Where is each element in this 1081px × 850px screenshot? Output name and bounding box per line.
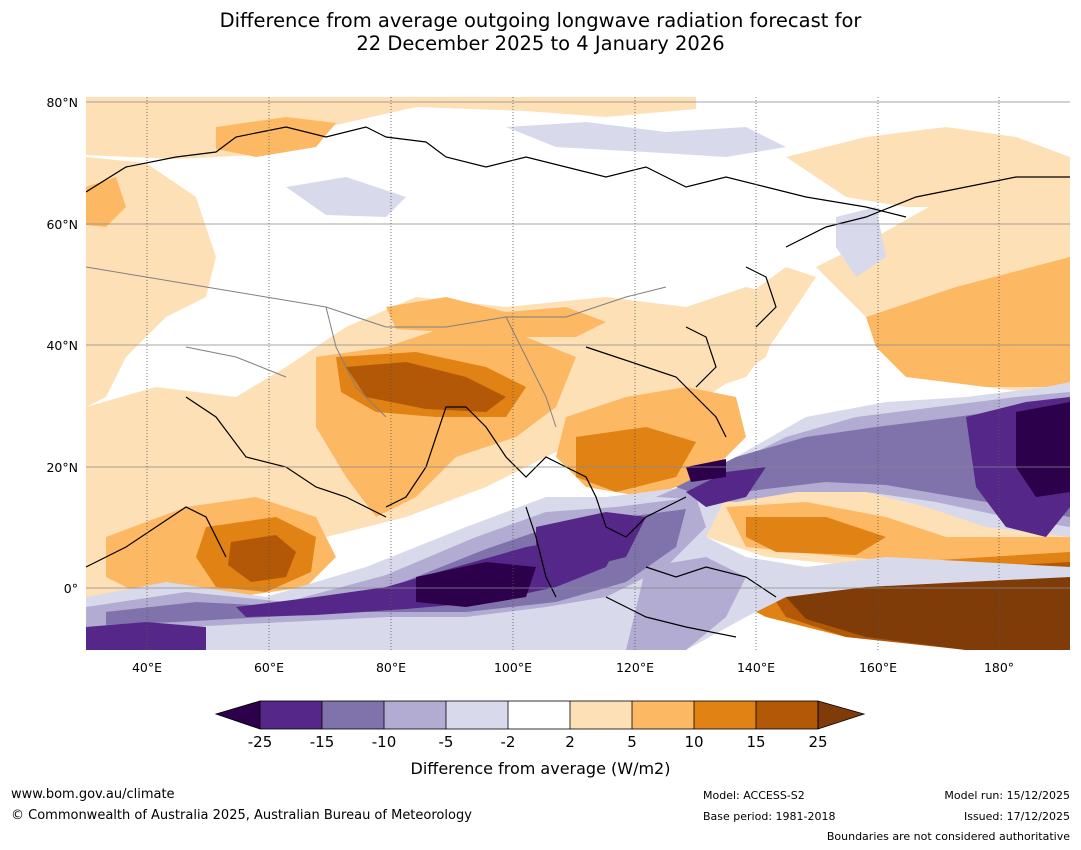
copyright-notice: © Commonwealth of Australia 2025, Austra… (11, 808, 472, 823)
colorbar-bin-neg5-neg2 (446, 701, 508, 729)
lat-label-40n: 40°N (46, 338, 78, 353)
title-line-1: Difference from average outgoing longwav… (219, 9, 862, 32)
graticule (86, 97, 1070, 650)
colorbar-tick: -25 (247, 733, 273, 751)
lat-label-20n: 20°N (46, 460, 78, 475)
colorbar-tick: -10 (371, 733, 397, 751)
lon-label-80e: 80°E (375, 660, 407, 675)
base-period: Base period: 1981-2018 (703, 810, 836, 823)
colorbar-bin-pos2-pos5 (570, 701, 632, 729)
lon-label-100e: 100°E (493, 660, 532, 675)
colorbar-bin-neg10-neg5 (384, 701, 446, 729)
website-link[interactable]: www.bom.gov.au/climate (11, 787, 175, 802)
colorbar-tick: 10 (684, 733, 704, 751)
lat-label-80n: 80°N (46, 95, 78, 110)
lon-label-160e: 160°E (858, 660, 897, 675)
model-run-date: Model run: 15/12/2025 (944, 789, 1070, 802)
title-line-2: 22 December 2025 to 4 January 2026 (356, 32, 725, 55)
colorbar-dividers (259, 700, 819, 730)
colorbar-label: Difference from average (W/m2) (410, 759, 671, 778)
lat-label-60n: 60°N (46, 217, 78, 232)
lon-label-40e: 40°E (131, 660, 163, 675)
colorbar-extend-min (214, 700, 261, 730)
lon-label-120e: 120°E (615, 660, 654, 675)
chart-title: Difference from average outgoing longwav… (0, 9, 1081, 55)
model-name: Model: ACCESS-S2 (703, 789, 805, 802)
lon-label-140e: 140°E (736, 660, 775, 675)
colorbar-tick: 2 (565, 733, 575, 751)
colorbar-tick: 5 (627, 733, 637, 751)
colorbar-tick: 25 (808, 733, 828, 751)
colorbar-tick: -2 (500, 733, 516, 751)
boundaries-disclaimer: Boundaries are not considered authoritat… (826, 830, 1070, 843)
colorbar-bin-pos5-pos10 (632, 701, 694, 729)
colorbar-bin-neg2-pos2 (508, 701, 570, 729)
issued-date: Issued: 17/12/2025 (963, 810, 1070, 823)
colorbar-bin-neg15-neg10 (322, 701, 384, 729)
colorbar-tick: 15 (746, 733, 766, 751)
colorbar-bin-pos15-pos25 (756, 701, 818, 729)
olr-anomaly-map (86, 97, 1070, 650)
colorbar (214, 700, 866, 730)
colorbar-bin-pos10-pos15 (694, 701, 756, 729)
colorbar-extend-max (817, 700, 866, 730)
lat-label-0: 0° (63, 581, 78, 596)
anomaly-negative-extreme (416, 402, 1070, 607)
colorbar-bin-neg25-neg15 (260, 701, 322, 729)
country-borders (86, 266, 667, 428)
colorbar-tick: -5 (438, 733, 454, 751)
colorbar-tick: -15 (309, 733, 335, 751)
lon-label-60e: 60°E (253, 660, 285, 675)
lon-label-180: 180° (983, 660, 1015, 675)
